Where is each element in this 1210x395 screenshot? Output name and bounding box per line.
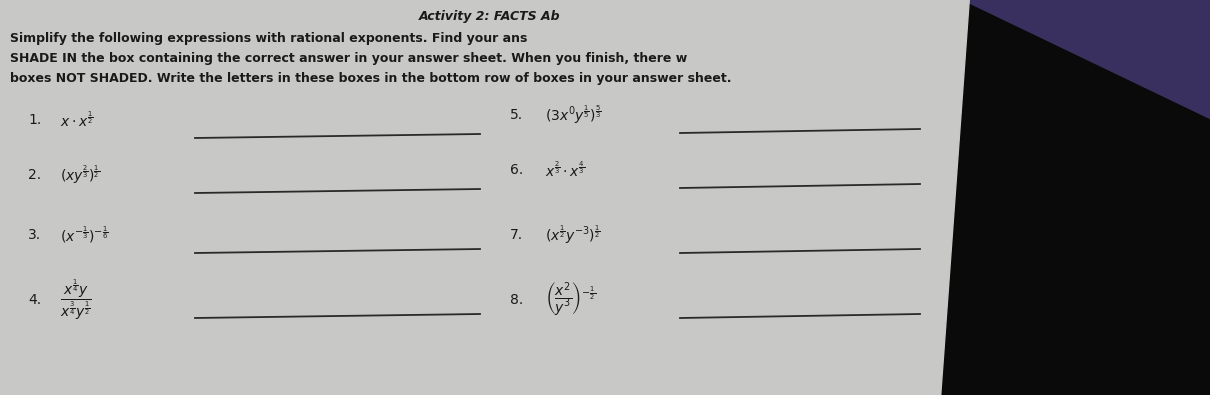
Text: $x \cdot x^{\frac{1}{2}}$: $x \cdot x^{\frac{1}{2}}$ [60,110,93,130]
Text: 6.: 6. [509,163,523,177]
Text: 4.: 4. [28,293,41,307]
Text: 1.: 1. [28,113,41,127]
Text: boxes NOT SHADED. Write the letters in these boxes in the bottom row of boxes in: boxes NOT SHADED. Write the letters in t… [10,72,732,85]
Text: $(x^{-\frac{1}{3}})^{-\frac{1}{6}}$: $(x^{-\frac{1}{3}})^{-\frac{1}{6}}$ [60,225,109,245]
Text: Simplify the following expressions with rational exponents. Find your ans: Simplify the following expressions with … [10,32,528,45]
Text: $(3x^{0}y^{\frac{1}{5}})^{\frac{5}{3}}$: $(3x^{0}y^{\frac{1}{5}})^{\frac{5}{3}}$ [544,104,601,126]
Text: 5.: 5. [509,108,523,122]
Text: $\left(\dfrac{x^{2}}{y^{3}}\right)^{-\frac{1}{2}}$: $\left(\dfrac{x^{2}}{y^{3}}\right)^{-\fr… [544,281,597,319]
Text: $\dfrac{x^{\frac{1}{4}}y}{x^{\frac{3}{4}}y^{\frac{1}{2}}}$: $\dfrac{x^{\frac{1}{4}}y}{x^{\frac{3}{4}… [60,278,92,322]
Text: $(x^{\frac{1}{2}}y^{-3})^{\frac{1}{2}}$: $(x^{\frac{1}{2}}y^{-3})^{\frac{1}{2}}$ [544,224,600,246]
Polygon shape [0,0,970,395]
Text: 8.: 8. [509,293,523,307]
Text: 7.: 7. [509,228,523,242]
Polygon shape [860,0,1210,395]
Text: SHADE IN the box containing the correct answer in your answer sheet. When you fi: SHADE IN the box containing the correct … [10,52,687,65]
Text: $(xy^{\frac{2}{3}})^{\frac{1}{2}}$: $(xy^{\frac{2}{3}})^{\frac{1}{2}}$ [60,164,100,186]
Text: 2.: 2. [28,168,41,182]
Text: Activity 2: FACTS Ab: Activity 2: FACTS Ab [419,10,560,23]
Polygon shape [960,0,1210,120]
Text: 3.: 3. [28,228,41,242]
Text: $x^{\frac{2}{3}} \cdot x^{\frac{4}{3}}$: $x^{\frac{2}{3}} \cdot x^{\frac{4}{3}}$ [544,160,586,180]
